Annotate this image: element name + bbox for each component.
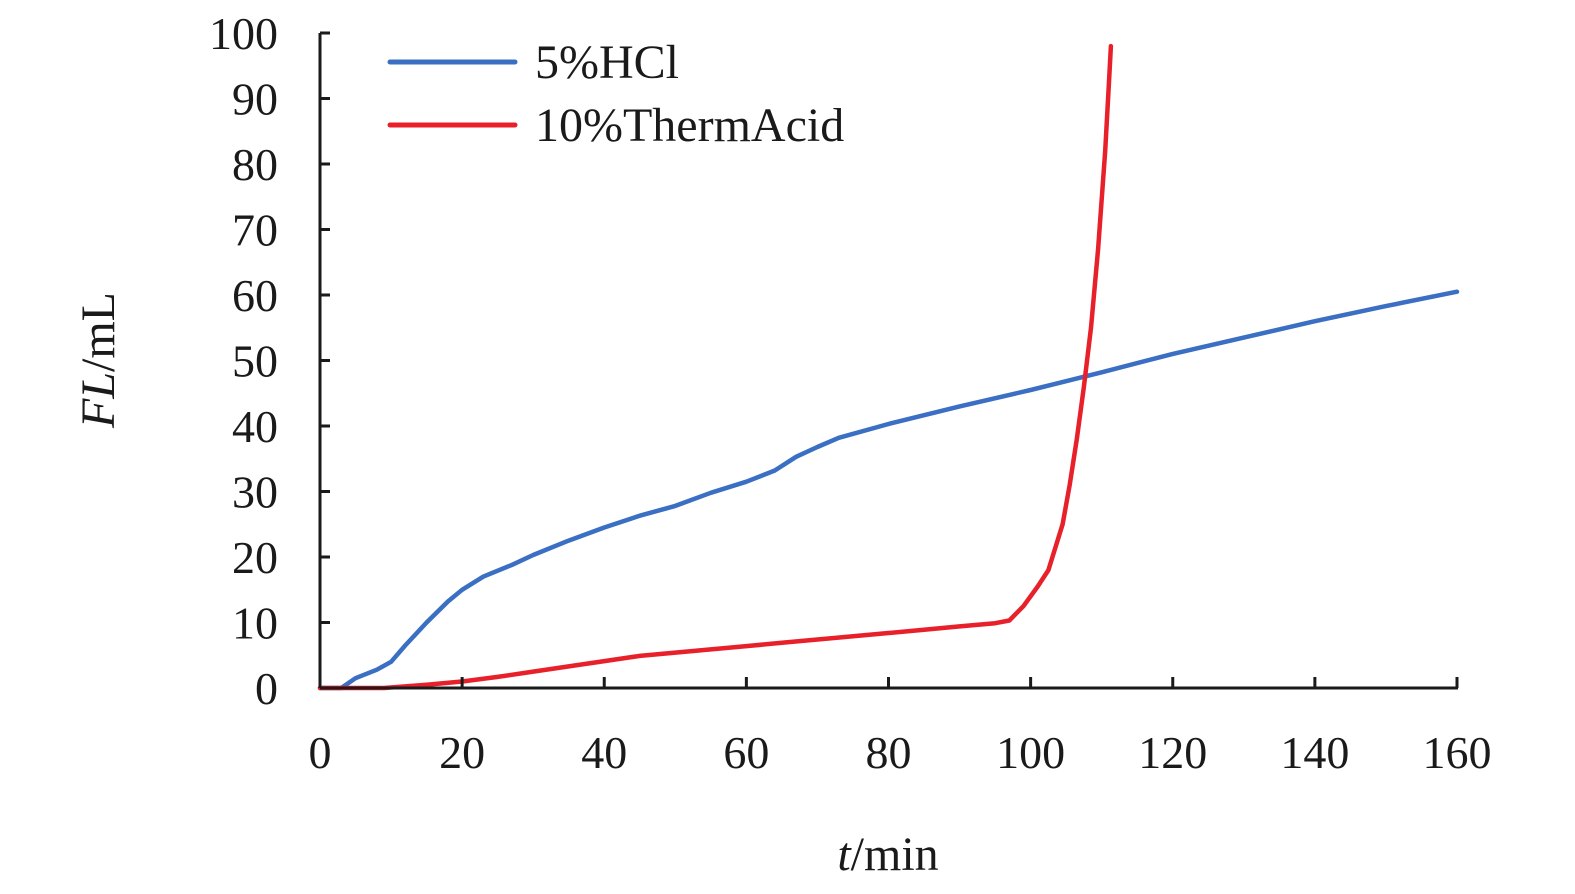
y-axis-title: FL/mL <box>72 292 125 429</box>
x-tick-label-140: 140 <box>1280 727 1349 778</box>
x-tick-label-20: 20 <box>439 727 485 778</box>
y-axis-unit: /mL <box>72 292 125 372</box>
x-tick-label-160: 160 <box>1423 727 1492 778</box>
series-line-5pct-hcl <box>317 289 1460 691</box>
y-tick-label-30: 30 <box>232 467 278 518</box>
x-axis-variable: t <box>837 828 852 881</box>
x-axis-unit: /min <box>851 828 939 881</box>
legend-label-5pct-hcl: 5%HCl <box>535 36 679 89</box>
y-tick-label-10: 10 <box>232 598 278 649</box>
x-axis-title: t/min <box>837 828 938 881</box>
y-tick-label-90: 90 <box>232 74 278 125</box>
series-lines <box>317 43 1460 691</box>
x-axis-ticks: 0 20 40 60 80 100 120 140 160 <box>309 677 1492 778</box>
x-tick-label-80: 80 <box>866 727 912 778</box>
y-axis-ticks: 0 10 20 30 40 50 60 70 80 90 100 <box>209 8 330 714</box>
series-line-10pct-thermacid <box>317 43 1114 691</box>
y-tick-label-20: 20 <box>232 532 278 583</box>
y-tick-label-40: 40 <box>232 401 278 452</box>
y-tick-label-100: 100 <box>209 8 278 59</box>
x-tick-label-120: 120 <box>1138 727 1207 778</box>
axes <box>318 33 1458 690</box>
x-tick-label-60: 60 <box>723 727 769 778</box>
y-tick-label-70: 70 <box>232 205 278 256</box>
y-tick-label-80: 80 <box>232 139 278 190</box>
legend: 5%HCl 10%ThermAcid <box>387 36 844 152</box>
y-tick-label-50: 50 <box>232 336 278 387</box>
y-tick-label-0: 0 <box>255 663 278 714</box>
legend-label-10pct-thermacid: 10%ThermAcid <box>535 99 844 152</box>
x-tick-label-40: 40 <box>581 727 627 778</box>
x-tick-label-0: 0 <box>309 727 332 778</box>
y-axis-variable: FL <box>72 372 125 429</box>
x-tick-label-100: 100 <box>996 727 1065 778</box>
y-tick-label-60: 60 <box>232 270 278 321</box>
